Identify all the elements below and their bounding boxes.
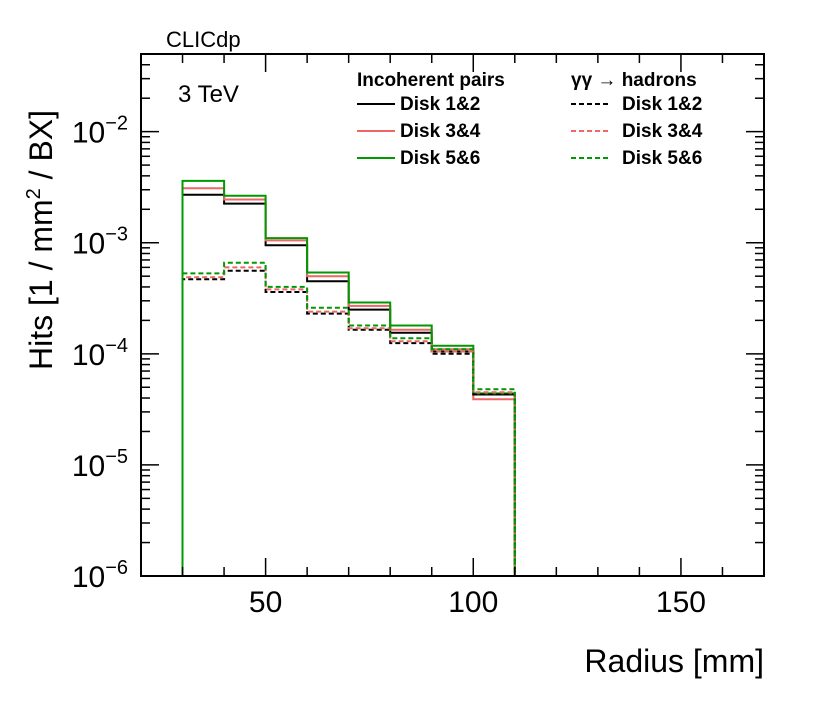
x-tick-label: 100 <box>448 586 498 619</box>
legend-entry-label: Disk 3&4 <box>400 121 481 142</box>
tick-layer: 50 100 150 10−6 10−5 10−4 10−3 10−2 <box>72 53 765 619</box>
y-axis-title-main: Hits [1 / mm <box>23 199 59 370</box>
y-tick-label: 10−6 <box>72 557 128 594</box>
y-tick-label: 10−5 <box>72 446 128 483</box>
x-tick-label: 150 <box>656 586 706 619</box>
plot-frame <box>140 53 765 577</box>
legend-entry-label: Disk 3&4 <box>622 121 703 142</box>
legend-entries: Disk 1&2 Disk 3&4 Disk 5&6 Disk 1&2 Disk 3&4… <box>357 94 703 169</box>
y-tick-label: 10−4 <box>72 335 128 372</box>
y-axis-title-tail: / BX] <box>23 110 59 188</box>
legend-entry-label: Disk 1&2 <box>622 94 702 115</box>
y-tick-label: 10−2 <box>72 113 128 150</box>
legend-header-hadrons: γγ → hadrons <box>571 70 697 91</box>
experiment-label: CLICdp <box>166 27 241 52</box>
y-tick-label: 10−3 <box>72 224 128 261</box>
legend-entry-label: Disk 1&2 <box>400 94 480 115</box>
legend: Incoherent pairs γγ → hadrons Disk 1&2Di… <box>357 70 703 169</box>
legend-entry-label: Disk 5&6 <box>400 148 480 169</box>
legend-entry-label: Disk 5&6 <box>622 148 702 169</box>
legend-header-pairs: Incoherent pairs <box>357 70 505 91</box>
x-tick-label: 50 <box>249 586 282 619</box>
y-axis-title-superscript: 2 <box>23 188 45 199</box>
x-axis-title: Radius [mm] <box>584 643 764 679</box>
energy-label: 3 TeV <box>178 81 239 108</box>
y-axis-title: Hits [1 / mm2 / BX] <box>23 110 59 370</box>
